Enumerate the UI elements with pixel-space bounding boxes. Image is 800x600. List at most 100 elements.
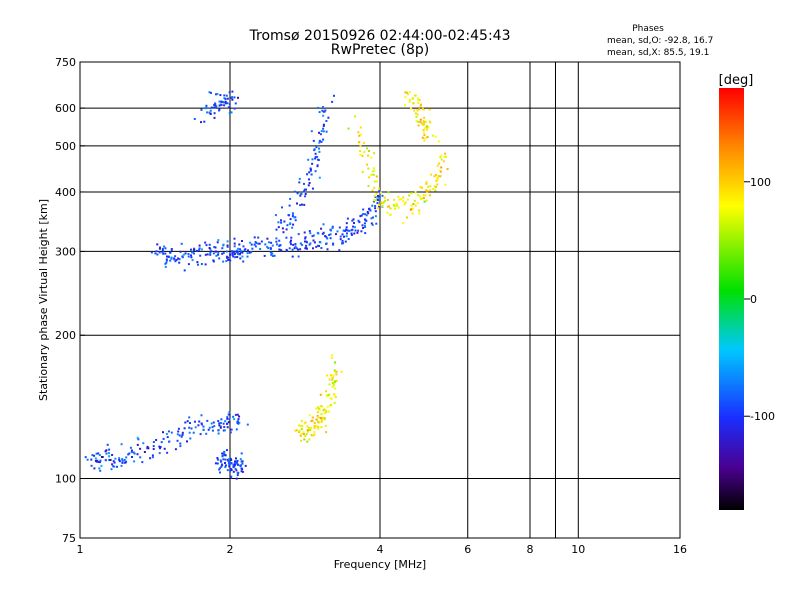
data-point — [152, 448, 155, 450]
data-point — [325, 410, 328, 413]
data-point — [331, 376, 334, 379]
x-tick-label: 2 — [227, 543, 234, 556]
data-point — [350, 233, 353, 236]
data-point — [232, 415, 235, 418]
data-point — [377, 194, 379, 197]
data-point — [394, 204, 396, 207]
data-point — [366, 211, 369, 213]
data-point — [371, 223, 374, 226]
data-point — [220, 418, 223, 421]
data-point — [166, 255, 168, 258]
data-point — [347, 127, 350, 130]
data-points — [84, 90, 449, 480]
data-point — [410, 204, 413, 207]
data-point — [375, 192, 378, 195]
data-point — [425, 180, 428, 183]
data-point — [293, 216, 296, 219]
data-point — [215, 105, 218, 108]
data-point — [310, 427, 313, 429]
data-point — [332, 374, 335, 377]
data-point — [226, 417, 229, 420]
data-point — [427, 126, 430, 129]
data-point — [369, 209, 372, 212]
data-point — [302, 431, 305, 434]
data-point — [166, 436, 169, 439]
data-point — [362, 213, 365, 215]
data-point — [158, 247, 161, 250]
data-point — [416, 109, 419, 112]
data-point — [332, 384, 335, 387]
data-point — [222, 252, 225, 254]
data-point — [223, 101, 226, 104]
data-point — [335, 379, 338, 382]
data-point — [311, 235, 314, 238]
data-point — [325, 394, 328, 397]
y-axis-label: Stationary phase Virtual Height [km] — [37, 199, 50, 401]
data-point — [189, 437, 192, 440]
data-point — [161, 247, 164, 250]
data-point — [381, 205, 384, 208]
data-point — [234, 467, 237, 470]
data-point — [231, 90, 234, 93]
data-point — [359, 153, 362, 156]
data-point — [91, 454, 94, 457]
data-point — [248, 251, 251, 254]
data-point — [226, 256, 229, 259]
data-point — [419, 121, 422, 124]
data-point — [368, 150, 370, 152]
data-point — [309, 232, 312, 235]
data-point — [202, 429, 205, 431]
data-point — [208, 111, 211, 114]
data-point — [428, 194, 431, 197]
data-point — [208, 243, 211, 246]
data-point — [209, 248, 212, 251]
data-point — [416, 202, 419, 205]
data-point — [226, 102, 229, 105]
data-point — [222, 260, 225, 263]
data-point — [235, 249, 238, 252]
data-point — [217, 239, 220, 242]
data-point — [433, 185, 436, 188]
data-point — [237, 96, 239, 99]
data-point — [176, 433, 179, 436]
data-point — [235, 251, 238, 254]
data-point — [229, 431, 232, 434]
data-point — [159, 446, 162, 448]
data-point — [372, 199, 375, 202]
data-point — [190, 248, 192, 251]
data-point — [215, 93, 218, 96]
data-point — [232, 470, 235, 473]
data-point — [436, 179, 439, 182]
data-point — [304, 236, 307, 239]
data-point — [234, 102, 237, 105]
data-point — [175, 258, 178, 261]
data-point — [353, 222, 355, 224]
data-point — [209, 253, 212, 256]
data-point — [406, 91, 409, 94]
data-point — [373, 167, 376, 170]
data-point — [322, 223, 325, 226]
data-point — [313, 241, 316, 244]
data-point — [242, 245, 245, 248]
data-point — [334, 361, 336, 364]
data-point — [304, 421, 307, 424]
data-point — [236, 421, 239, 424]
data-point — [231, 252, 234, 255]
data-point — [235, 461, 238, 464]
data-point — [317, 427, 320, 430]
data-point — [343, 230, 346, 232]
y-axis-ticks: 75 100 200 300 400 500 600 750 — [55, 56, 85, 545]
data-point — [218, 422, 221, 425]
data-point — [146, 445, 149, 448]
data-point — [193, 247, 196, 250]
data-point — [212, 106, 215, 109]
data-point — [269, 247, 272, 250]
data-point — [142, 442, 145, 445]
data-point — [304, 195, 307, 198]
data-point — [331, 354, 334, 357]
data-point — [354, 226, 356, 229]
data-point — [330, 397, 333, 400]
data-point — [406, 216, 408, 219]
data-point — [249, 241, 252, 244]
data-point — [345, 226, 348, 229]
